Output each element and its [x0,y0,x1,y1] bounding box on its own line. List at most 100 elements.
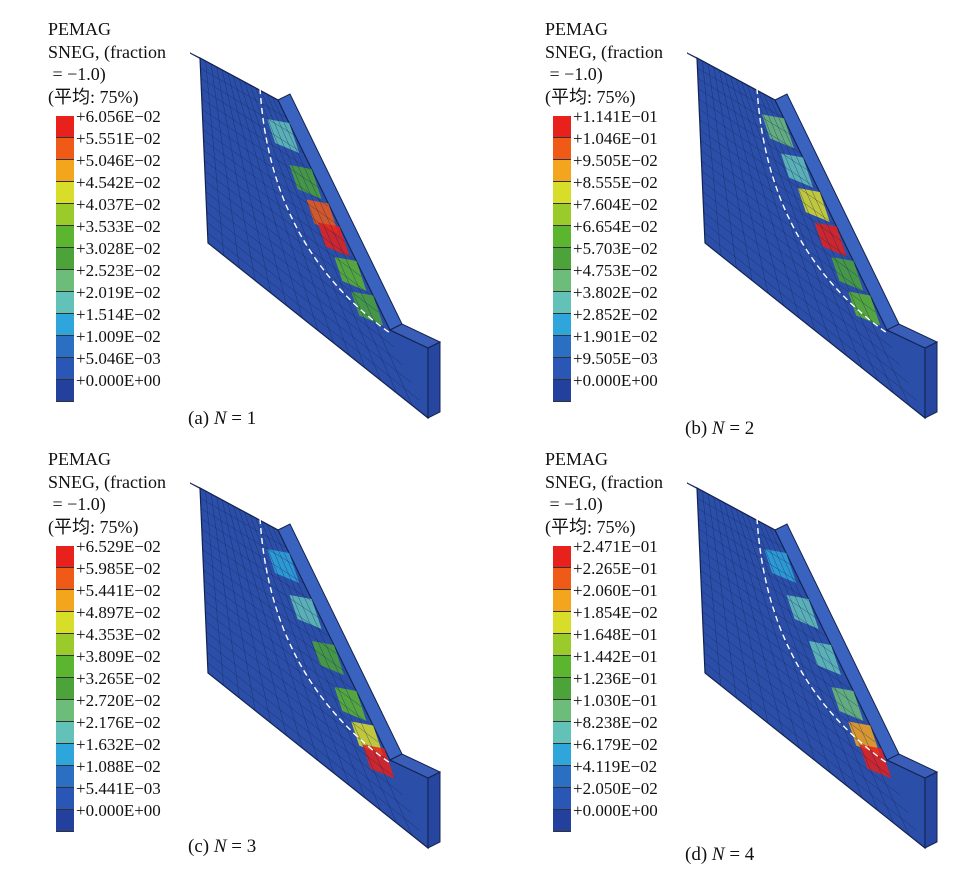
legend-swatch [56,138,74,160]
legend-value: +3.265E−02 [76,669,161,688]
section-point: SNEG, (fraction [545,471,663,492]
color-legend [553,116,571,402]
averaging-note: (平均: 75%) [48,516,139,537]
legend-value: +3.028E−02 [76,239,161,258]
slope-model [687,52,939,420]
legend-swatch [56,766,74,788]
legend-swatch [56,612,74,634]
legend-value: +6.179E−02 [573,735,658,754]
mesh-line [266,93,397,394]
legend-value: +4.353E−02 [76,625,161,644]
mesh-line [713,66,753,281]
legend-value: +5.703E−02 [573,239,658,258]
legend-swatch [553,336,571,358]
caption-prefix: (a) [188,408,214,429]
panel-caption: (a) N = 1 [188,408,256,430]
legend-swatch [553,722,571,744]
legend-value: +2.265E−01 [573,559,658,578]
legend-value: +5.441E−03 [76,779,161,798]
panel-caption: (d) N = 4 [685,844,754,866]
mesh-line [249,84,350,356]
legend-value: +1.009E−02 [76,327,161,346]
variable-name: PEMAG [48,19,112,39]
mesh-line [735,78,816,331]
slope-model [687,482,939,850]
legend-value: +1.030E−01 [573,691,658,710]
mesh-line [272,96,413,406]
legend-value: +2.060E−01 [573,581,658,600]
mesh-line [255,87,366,369]
mesh-line [707,63,737,269]
slip-surface-line [756,87,888,334]
section-point: SNEG, (fraction [48,471,166,492]
model-front-face [199,56,429,420]
plastic-zone-cell [831,257,864,291]
legend-swatch [553,810,571,832]
legend-labels: +1.141E−01 +1.046E−01 +9.505E−02 +8.555E−02… [573,106,658,392]
model-toe-top [388,753,442,779]
variable-name: PEMAG [545,449,609,469]
mesh-line [763,523,894,824]
legend-value: +1.854E−02 [573,603,658,622]
contour-panel-d: PEMAG SNEG, (fraction = −1.0) (平均: 75%) … [537,448,971,868]
legend-value: +6.654E−02 [573,217,658,236]
mesh-line [210,493,240,699]
fraction-value: = −1.0) [545,494,603,514]
mesh-line [730,75,800,319]
legend-swatch [553,656,571,678]
contour-panel-c: PEMAG SNEG, (fraction = −1.0) (平均: 75%) … [40,448,500,868]
model-front-face [696,56,926,420]
legend-swatch [56,546,74,568]
averaging-note: (平均: 75%) [545,516,636,537]
legend-labels: +2.471E−01 +2.265E−01 +2.060E−01 +1.854E−02… [573,536,658,822]
legend-swatch [56,380,74,402]
plastic-zone-cell [317,222,350,257]
legend-swatch [56,226,74,248]
mesh-line [746,84,847,356]
caption-value: = 4 [724,844,755,865]
mesh-line [719,499,769,724]
mesh-line [249,514,350,786]
legend-swatch [553,634,571,656]
fraction-value: = −1.0) [545,64,603,84]
legend-value: +8.555E−02 [573,173,658,192]
legend-value: +3.802E−02 [573,283,658,302]
mesh-line [261,90,382,381]
mesh-line [702,60,721,256]
plastic-zone-cell [761,114,794,149]
mesh-line [763,93,894,394]
legend-swatch [56,292,74,314]
panel-caption: (c) N = 3 [188,836,256,858]
legend-value: +5.046E−02 [76,151,161,170]
legend-value: +2.471E−01 [573,537,658,556]
legend-header: PEMAG SNEG, (fraction = −1.0) (平均: 75%) [545,448,663,538]
legend-value: +5.046E−03 [76,349,161,368]
legend-header: PEMAG SNEG, (fraction = −1.0) (平均: 75%) [48,448,166,538]
mesh-line [735,508,816,761]
caption-variable: N [711,418,725,439]
mesh-line [719,69,769,294]
plastic-zone-cell [362,744,395,779]
averaging-note: (平均: 75%) [545,86,636,107]
legend-value: +9.505E−02 [573,151,658,170]
fraction-value: = −1.0) [48,64,106,84]
mesh-line [261,520,382,811]
legend-value: +6.056E−02 [76,107,161,126]
legend-value: +1.141E−01 [573,107,658,126]
legend-value: +0.000E+00 [573,371,658,390]
legend-swatch [553,766,571,788]
mesh-line [702,490,721,686]
legend-value: +1.442E−01 [573,647,658,666]
mesh-line [707,493,737,699]
mesh-line [758,90,879,381]
legend-swatch [553,116,571,138]
legend-value: +1.046E−01 [573,129,658,148]
legend-value: +2.720E−02 [76,691,161,710]
legend-value: +0.000E+00 [76,801,161,820]
fraction-value: = −1.0) [48,494,106,514]
legend-swatch [56,788,74,810]
legend-value: +2.050E−02 [573,779,658,798]
plastic-zone-cell [831,687,864,721]
legend-value: +6.529E−02 [76,537,161,556]
mesh-line [210,63,240,269]
